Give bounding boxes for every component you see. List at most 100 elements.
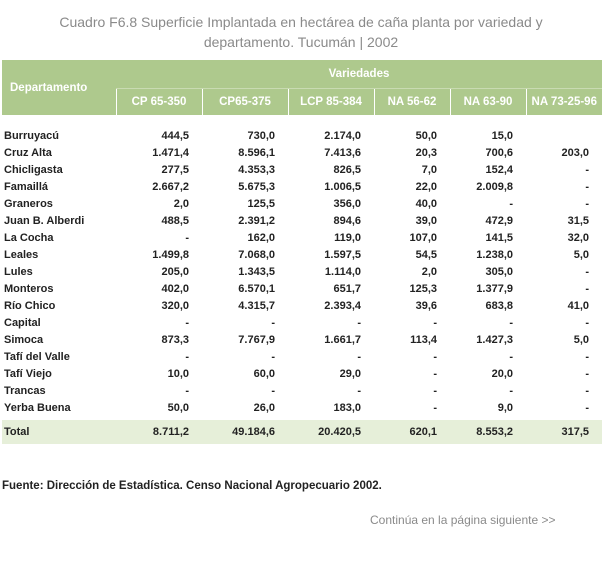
- row-department-name: Chicligasta: [4, 163, 63, 176]
- table-cell: 651,7: [333, 282, 361, 295]
- table-cell: -: [357, 316, 361, 329]
- table-cell: -: [271, 384, 275, 397]
- table-cell: 7.068,0: [238, 248, 275, 261]
- table-cell: 22,0: [415, 180, 437, 193]
- table-row: Chicligasta 277,5 4.353,3 826,5 7,0 152,4 -: [2, 161, 602, 178]
- table-cell: 39,0: [415, 214, 437, 227]
- total-row: Total 8.711,2 49.184,6 20.420,5 620,1 8.553,2…: [2, 420, 602, 444]
- table-cell: 356,0: [333, 197, 361, 210]
- table-cell: -: [185, 384, 189, 397]
- table-cell: 15,0: [491, 129, 513, 142]
- table-cell: 4.353,3: [238, 163, 275, 176]
- table-cell: -: [585, 401, 590, 414]
- table-cell: -: [585, 282, 590, 295]
- total-cell: 20.420,5: [288, 420, 374, 444]
- table-title: Cuadro F6.8 Superficie Implantada en hec…: [0, 12, 602, 52]
- table-cell: 1.661,7: [324, 333, 361, 346]
- table-cell: 2.667,2: [152, 180, 189, 193]
- table-cell: 1.597,5: [324, 248, 361, 261]
- table-cell: 1.238,0: [476, 248, 513, 261]
- row-department-name: Cruz Alta: [4, 146, 52, 159]
- table-cell: 8.596,1: [238, 146, 275, 159]
- table-row: Capital - - - - - -: [2, 314, 602, 331]
- table-cell: -: [509, 350, 513, 363]
- table-cell: -: [357, 350, 361, 363]
- table-cell: -: [433, 316, 437, 329]
- table-cell: -: [433, 350, 437, 363]
- table-cell: 1.499,8: [152, 248, 189, 261]
- row-department-name: Famaillá: [4, 180, 49, 193]
- total-label: Total: [2, 420, 116, 444]
- total-cell: 49.184,6: [202, 420, 288, 444]
- row-department-name: Monteros: [4, 282, 54, 295]
- table-row: Cruz Alta 1.471,4 8.596,1 7.413,6 20,3 700,6 2…: [2, 144, 602, 161]
- table-cell: 1.471,4: [152, 146, 189, 159]
- table-cell: 141,5: [485, 231, 513, 244]
- row-department-name: Trancas: [4, 384, 46, 397]
- row-department-name: Lules: [4, 265, 33, 278]
- table-row: Tafí Viejo 10,0 60,0 29,0 - 20,0 -: [2, 365, 602, 382]
- table-cell: 125,3: [409, 282, 437, 295]
- column-header: LCP 85-384: [287, 88, 374, 115]
- row-department-name: Leales: [4, 248, 39, 261]
- table-row: Lules 205,0 1.343,5 1.114,0 2,0 305,0 -: [2, 263, 602, 280]
- column-header: NA 73-25-96: [525, 88, 602, 115]
- table-cell: 10,0: [167, 367, 189, 380]
- row-department-name: Río Chico: [4, 299, 56, 312]
- table-cell: 50,0: [167, 401, 189, 414]
- column-header: CP65-375: [201, 88, 288, 115]
- table-cell: 2.393,4: [324, 299, 361, 312]
- table-row: Trancas - - - - - -: [2, 382, 602, 399]
- table-cell: 20,3: [415, 146, 437, 159]
- table-cell: 1.427,3: [476, 333, 513, 346]
- row-department-name: Tafí Viejo: [4, 367, 52, 380]
- table-cell: 1.343,5: [238, 265, 275, 278]
- table-cell: 41,0: [567, 299, 590, 312]
- table-cell: 826,5: [333, 163, 361, 176]
- table-cell: -: [585, 384, 590, 397]
- table-cell: 472,9: [485, 214, 513, 227]
- table-row: Yerba Buena 50,0 26,0 183,0 - 9,0 -: [2, 399, 602, 416]
- total-cell: 8.553,2: [450, 420, 526, 444]
- table-cell: 402,0: [161, 282, 189, 295]
- table-cell: 40,0: [415, 197, 437, 210]
- table-cell: 125,5: [247, 197, 275, 210]
- table-cell: -: [271, 350, 275, 363]
- table-cell: 39,6: [415, 299, 437, 312]
- table-cell: 2.391,2: [238, 214, 275, 227]
- column-header: NA 63-90: [449, 88, 526, 115]
- table-cell: -: [433, 367, 437, 380]
- table-row: Famaillá 2.667,2 5.675,3 1.006,5 22,0 2.009,8…: [2, 178, 602, 195]
- table-cell: -: [509, 197, 513, 210]
- table-cell: 683,8: [485, 299, 513, 312]
- table-cell: -: [185, 316, 189, 329]
- table-cell: 1.006,5: [324, 180, 361, 193]
- row-department-name: Burruyacú: [4, 129, 60, 142]
- table-cell: 107,0: [409, 231, 437, 244]
- table-cell: 305,0: [485, 265, 513, 278]
- total-cell: 8.711,2: [116, 420, 202, 444]
- table-cell: -: [185, 231, 189, 244]
- table-cell: 700,6: [485, 146, 513, 159]
- table-cell: -: [585, 265, 590, 278]
- title-line-1: Cuadro F6.8 Superficie Implantada en hec…: [59, 14, 543, 30]
- table-cell: 152,4: [485, 163, 513, 176]
- total-cell: 620,1: [374, 420, 450, 444]
- row-department-name: Graneros: [4, 197, 53, 210]
- source-note: Fuente: Dirección de Estadística. Censo …: [2, 480, 382, 492]
- table-row: Burruyacú 444,5 730,0 2.174,0 50,0 15,0: [2, 127, 602, 144]
- table-cell: 31,5: [567, 214, 590, 227]
- table-cell: 113,4: [410, 333, 437, 346]
- table-cell: 2.174,0: [324, 129, 361, 142]
- table-cell: -: [585, 197, 590, 210]
- table-cell: 5,0: [573, 248, 590, 261]
- table-cell: 2.009,8: [476, 180, 513, 193]
- table-cell: 9,0: [497, 401, 513, 414]
- table-cell: -: [585, 180, 590, 193]
- table-cell: 2,0: [421, 265, 437, 278]
- next-page-link[interactable]: Continúa en la página siguiente >>: [370, 513, 556, 527]
- column-header: NA 56-62: [373, 88, 450, 115]
- table-cell: 5,0: [573, 333, 590, 346]
- table-cell: [526, 127, 602, 144]
- row-department-name: Capital: [4, 316, 41, 329]
